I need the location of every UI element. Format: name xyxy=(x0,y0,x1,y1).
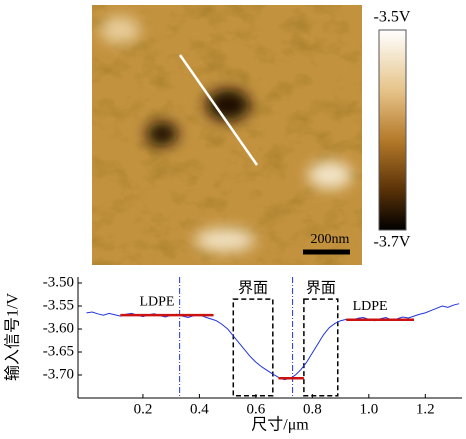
segment-label: LDPE xyxy=(139,294,174,309)
x-tick-label: 0.4 xyxy=(190,401,209,417)
box-label: 界面 xyxy=(238,281,268,297)
x-tick-label: 0.2 xyxy=(134,401,153,417)
interface-box xyxy=(303,298,339,397)
y-axis-label: 输入信号1/V xyxy=(4,293,22,381)
box-label: 界面 xyxy=(306,281,336,297)
profile-line xyxy=(178,54,259,166)
afm-texture xyxy=(92,5,362,265)
y-tick-label: -3.70 xyxy=(43,366,74,382)
x-tick-label: 1.0 xyxy=(359,401,378,417)
x-axis-label: 尺寸/μm xyxy=(251,416,309,434)
y-tick-label: -3.60 xyxy=(43,320,74,336)
y-tick-label: -3.65 xyxy=(43,343,74,359)
afm-features xyxy=(100,16,352,252)
scale-label: 200nm xyxy=(311,232,350,247)
x-tick-label: 0.6 xyxy=(247,401,266,417)
colorbar xyxy=(378,29,407,231)
afm-image: 200nm xyxy=(92,5,362,265)
x-tick-label: 1.2 xyxy=(416,401,435,417)
x-tick-label: 0.8 xyxy=(303,401,322,417)
colorbar-min: -3.7V xyxy=(374,234,411,251)
y-tick-label: -3.50 xyxy=(43,274,74,290)
profile-chart: 尺寸/μm 输入信号1/V -3.50 -3.55 -3.60 -3.65 -3.70 0… xyxy=(4,274,462,434)
segment-label: LDPE xyxy=(353,299,388,314)
interface-box xyxy=(232,298,274,397)
y-tick-label: -3.55 xyxy=(43,297,74,313)
colorbar-max: -3.5V xyxy=(374,9,411,26)
